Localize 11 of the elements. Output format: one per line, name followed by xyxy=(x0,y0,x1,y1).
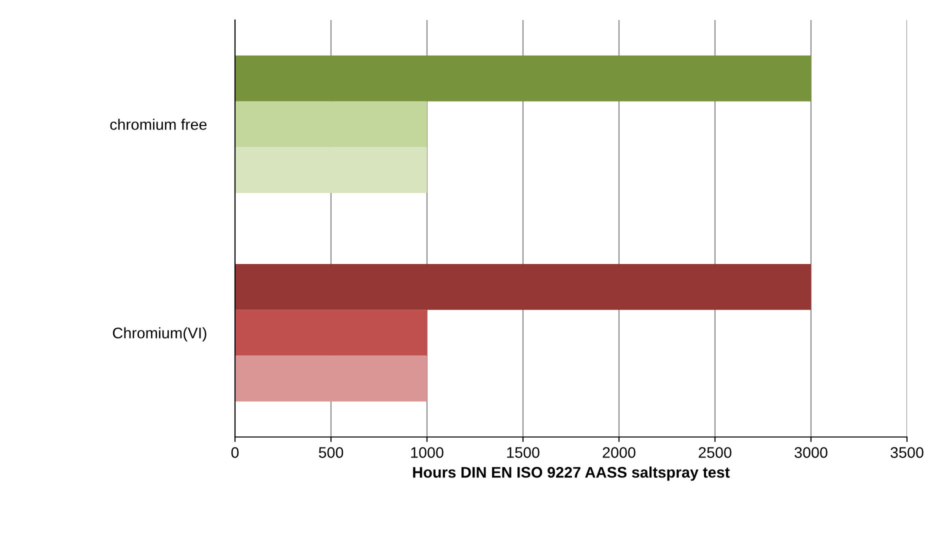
x-tick-label: 3500 xyxy=(890,447,924,458)
x-tick-label: 1500 xyxy=(507,447,540,458)
x-tick-label: 2500 xyxy=(698,447,732,458)
x-tick-label: 0 xyxy=(231,447,239,458)
x-tick-label: 2000 xyxy=(602,447,636,458)
y-tick-label: chromium free xyxy=(110,118,207,130)
y-tick-label: Chromium(VI) xyxy=(112,327,206,342)
x-tick-label: 1000 xyxy=(411,447,444,458)
x-axis-title: Hours DIN EN ISO 9227 AASS saltspray test xyxy=(413,466,730,481)
x-tick-label: 500 xyxy=(318,447,344,458)
x-tick-label: 3000 xyxy=(794,447,828,458)
